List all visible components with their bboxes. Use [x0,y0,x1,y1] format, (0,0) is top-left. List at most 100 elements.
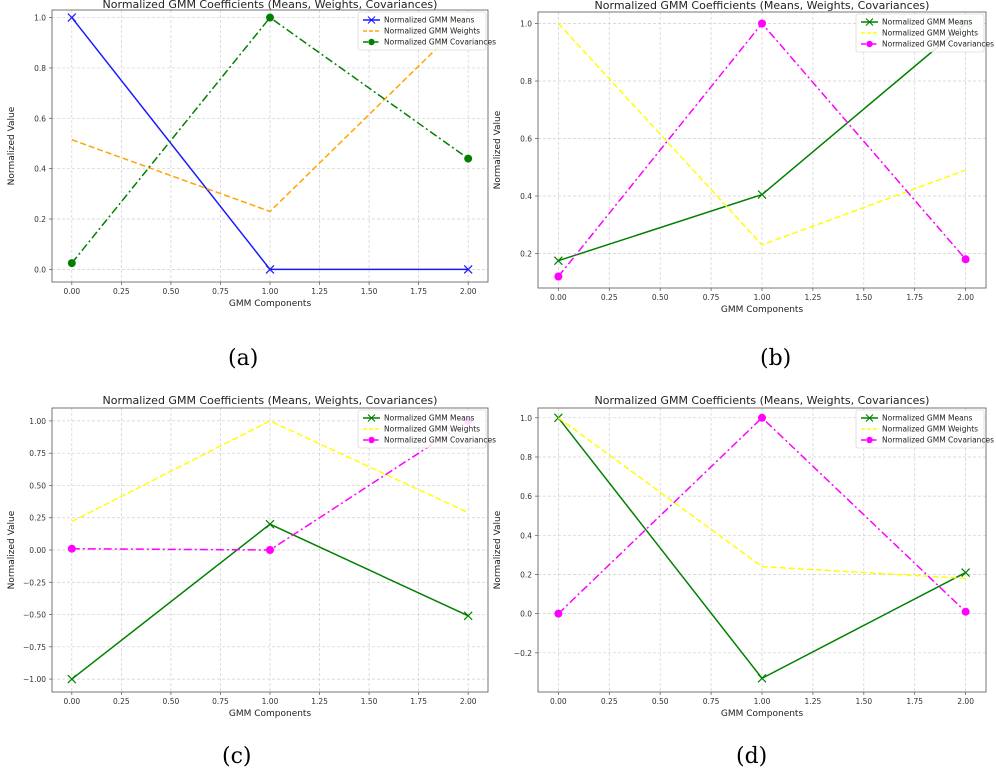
chart-d-xlabel: GMM Components [721,709,804,719]
chart-c-point-x [265,519,275,529]
chart-a-xtick-label: 0.00 [63,287,80,296]
chart-d-legend-box [855,409,985,449]
chart-a-series-line-dashed [71,17,469,213]
chart-a-title: Normalized GMM Coefficients (Means, Weig… [103,0,438,11]
chart-c-xtick-label: 0.50 [163,697,180,706]
chart-a-ytick-label: 0.0 [34,265,46,274]
chart-d-xtick-label: 1.75 [906,697,923,706]
chart-c-legend-marker [367,414,376,422]
chart-c-xlabel: GMM Components [229,709,312,719]
chart-c-series-line-dashed [71,420,469,523]
chart-d-ytick-label: 0.4 [520,531,532,540]
chart-b-xtick-label: 0.00 [550,293,567,302]
chart-b-legend-label: Normalized GMM Covariances [882,40,994,49]
chart-c-ytick-label: 0.75 [29,449,46,458]
chart-a-legend-label: Normalized GMM Means [384,16,474,25]
chart-a-point-x [463,264,473,274]
chart-d-ylabel: Normalized Value [493,510,503,589]
chart-b-xtick-label: 1.50 [855,293,872,302]
chart-c-legend-marker [368,436,375,444]
chart-b-ytick-label: 0.6 [520,135,532,144]
chart-c-point-circle [266,546,274,554]
chart-c-ytick-label: −0.75 [23,643,46,652]
chart-a-xtick-label: 1.50 [361,287,378,296]
chart-c-ytick-label: 0.50 [29,481,46,490]
chart-c-xtick-label: 1.00 [262,697,279,706]
chart-a-xtick-label: 0.25 [113,287,130,296]
chart-d-xtick-label: 0.75 [703,697,720,706]
chart-d-legend-marker [866,436,873,444]
chart-panel-a: Normalized GMM Coefficients (Means, Weig… [0,0,498,309]
chart-c-svg: Normalized GMM Coefficients (Means, Weig… [7,394,496,719]
chart-a-xtick-label: 0.75 [212,287,229,296]
chart-a-xtick-label: 1.75 [410,287,427,296]
chart-b-xlabel: GMM Components [721,305,804,315]
chart-c-point-circle [67,544,76,553]
chart-c-ytick-label: −0.50 [23,611,46,620]
chart-b-xtick-label: 2.00 [957,293,974,302]
chart-a-xlabel: GMM Components [229,299,312,309]
chart-b-ytick-label: 1.0 [520,20,532,29]
chart-d-ytick-label: 0.6 [520,492,532,501]
chart-c-ytick-label: −1.00 [23,675,46,684]
chart-a-ytick-label: 1.0 [34,14,46,23]
chart-d-title: Normalized GMM Coefficients (Means, Weig… [595,394,930,407]
chart-a-legend-marker [367,16,376,24]
chart-c-point-x [67,674,77,684]
chart-b-legend-label: Normalized GMM Means [882,18,972,27]
chart-b-xtick-label: 1.75 [906,293,923,302]
chart-a-legend-label: Normalized GMM Weights [384,27,480,36]
chart-a-ytick-label: 0.2 [34,215,46,224]
chart-a-xtick-label: 2.00 [460,287,477,296]
chart-a-legend-marker [368,38,375,46]
caption-d: (d) [736,744,768,769]
chart-a-point-x [265,264,275,274]
chart-d-xtick-label: 1.25 [805,697,822,706]
chart-d-legend-label: Normalized GMM Weights [882,425,978,434]
chart-c-ytick-label: −0.25 [23,578,46,587]
chart-a-xtick-label: 1.00 [262,287,279,296]
chart-d-point-circle [554,609,563,618]
chart-d-svg: Normalized GMM Coefficients (Means, Weig… [493,394,994,719]
chart-d-xtick-label: 0.25 [601,697,618,706]
chart-b-point-circle [758,19,766,28]
chart-c-ylabel: Normalized Value [7,510,17,589]
chart-a-svg: Normalized GMM Coefficients (Means, Weig… [7,0,496,309]
chart-d-ytick-label: −0.2 [514,649,532,658]
chart-b-xtick-label: 0.25 [601,293,618,302]
chart-b-legend-box [855,13,985,53]
chart-d-legend-label: Normalized GMM Covariances [882,436,994,445]
chart-d-point-circle [961,607,970,616]
chart-a-xtick-label: 1.25 [311,287,328,296]
chart-b-ytick-label: 0.2 [520,250,532,259]
chart-c-xtick-label: 0.25 [113,697,130,706]
chart-a-xtick-label: 0.50 [163,287,180,296]
chart-d-point-x [961,568,971,577]
chart-d-xtick-label: 0.00 [550,697,567,706]
caption-c: (c) [222,744,252,769]
chart-d-series-line-dashed [557,417,966,580]
chart-a-ylabel: Normalized Value [7,106,17,185]
chart-c-legend-label: Normalized GMM Covariances [384,436,496,445]
chart-c-point-x [463,611,473,621]
chart-c-ytick-label: 0.00 [29,546,46,555]
chart-d-xtick-label: 1.00 [754,697,771,706]
chart-a-ytick-label: 0.6 [34,114,46,123]
chart-a-point-circle [464,154,473,163]
chart-c-xtick-label: 1.25 [311,697,328,706]
chart-a-ytick-label: 0.8 [34,64,46,73]
chart-panel-b: Normalized GMM Coefficients (Means, Weig… [493,0,996,320]
chart-c-xtick-label: 0.75 [212,697,229,706]
chart-b-point-x [757,190,767,199]
chart-a-ytick-label: 0.4 [34,165,46,174]
chart-c-ytick-label: 1.00 [29,417,46,426]
chart-a-legend-label: Normalized GMM Covariances [384,38,496,47]
chart-d-series-line-dashdot [557,416,967,615]
chart-b-point-circle [961,255,970,264]
chart-a-point-x [67,13,77,22]
chart-d-xtick-label: 2.00 [957,697,974,706]
chart-d-legend-label: Normalized GMM Means [882,414,972,423]
chart-d-legend-marker [865,414,874,422]
chart-b-svg: Normalized GMM Coefficients (Means, Weig… [493,0,994,315]
chart-b-title: Normalized GMM Coefficients (Means, Weig… [595,0,930,12]
